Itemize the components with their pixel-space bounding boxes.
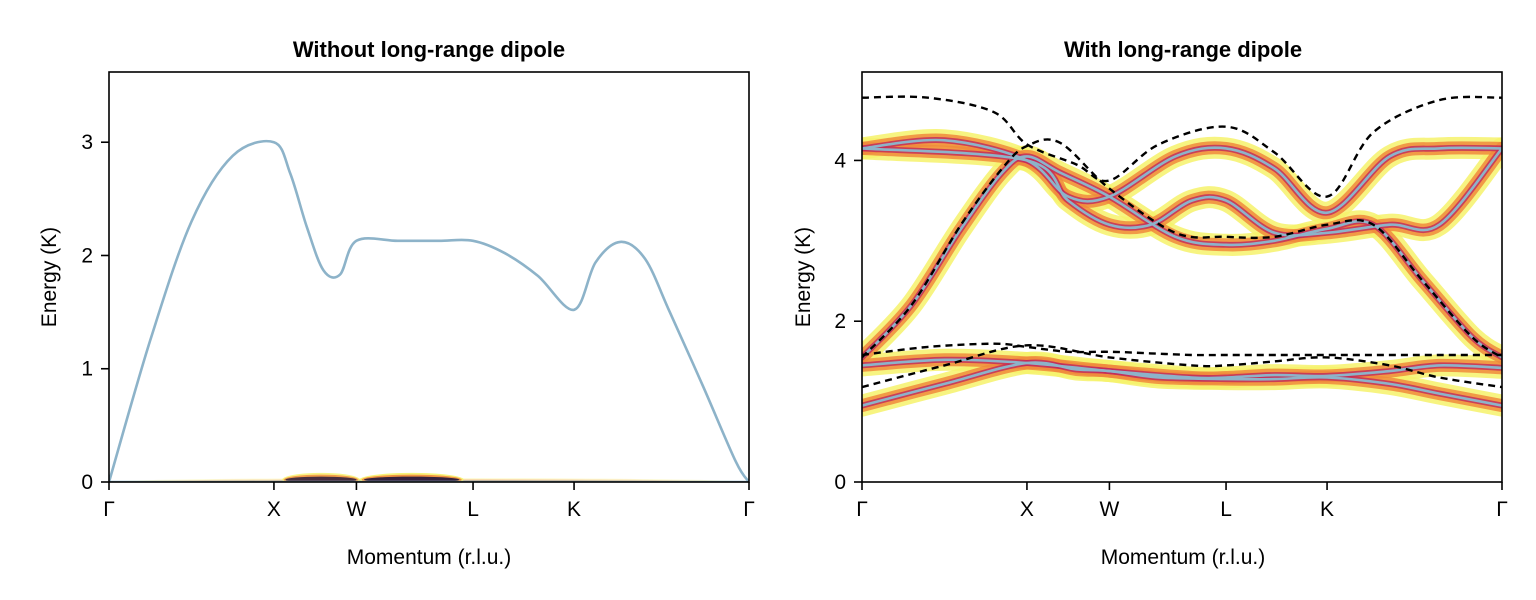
- band-line-2: [862, 147, 1502, 237]
- y-tick-label-1: 2: [834, 310, 846, 333]
- left-plot-xlabel: Momentum (r.l.u.): [347, 546, 512, 569]
- y-tick-label-2: 2: [81, 244, 93, 267]
- band-line-0: [109, 139, 749, 482]
- band-line-4: [862, 361, 1502, 407]
- y-tick-label-0: 0: [834, 471, 846, 494]
- intensity-blob-1-2: [285, 476, 357, 482]
- x-tick-label-4: K: [1320, 498, 1334, 521]
- x-tick-label-5: Γ: [743, 498, 755, 521]
- band-line-1: [862, 155, 1502, 359]
- y-tick-label-1: 1: [81, 358, 93, 381]
- right-plot-area: [862, 95, 1502, 417]
- dashed-line-0: [862, 95, 1502, 198]
- x-tick-label-0: Γ: [856, 498, 868, 521]
- right-plot-frame: [861, 71, 1503, 483]
- dashed-line-1: [862, 138, 1502, 359]
- x-tick-label-1: X: [1020, 498, 1034, 521]
- left-plot-frame: [108, 71, 750, 483]
- y-tick-label-0: 0: [81, 471, 93, 494]
- x-tick-label-2: W: [347, 498, 367, 521]
- x-tick-label-0: Γ: [103, 498, 115, 521]
- x-tick-label-2: W: [1100, 498, 1120, 521]
- dashed-line-2: [862, 342, 1502, 357]
- left-plot-title: Without long-range dipole: [293, 37, 565, 62]
- x-tick-label-5: Γ: [1496, 498, 1508, 521]
- right-plot-ylabel: Energy (K): [792, 227, 815, 327]
- dashed-line-3: [862, 344, 1502, 389]
- left-plot-ylabel: Energy (K): [38, 227, 61, 327]
- y-tick-label-2: 4: [834, 149, 846, 172]
- x-tick-label-3: L: [467, 498, 479, 521]
- intensity-glow-1-2: [862, 153, 1502, 361]
- band-line-0: [862, 138, 1502, 214]
- intensity-blob-2-2: [364, 476, 460, 482]
- left-plot-area: [109, 139, 749, 482]
- x-tick-label-1: X: [267, 498, 281, 521]
- right-plot-xlabel: Momentum (r.l.u.): [1101, 546, 1266, 569]
- x-tick-label-4: K: [567, 498, 581, 521]
- y-tick-label-3: 3: [81, 131, 93, 154]
- x-tick-label-3: L: [1220, 498, 1232, 521]
- right-plot-title: With long-range dipole: [1064, 37, 1302, 62]
